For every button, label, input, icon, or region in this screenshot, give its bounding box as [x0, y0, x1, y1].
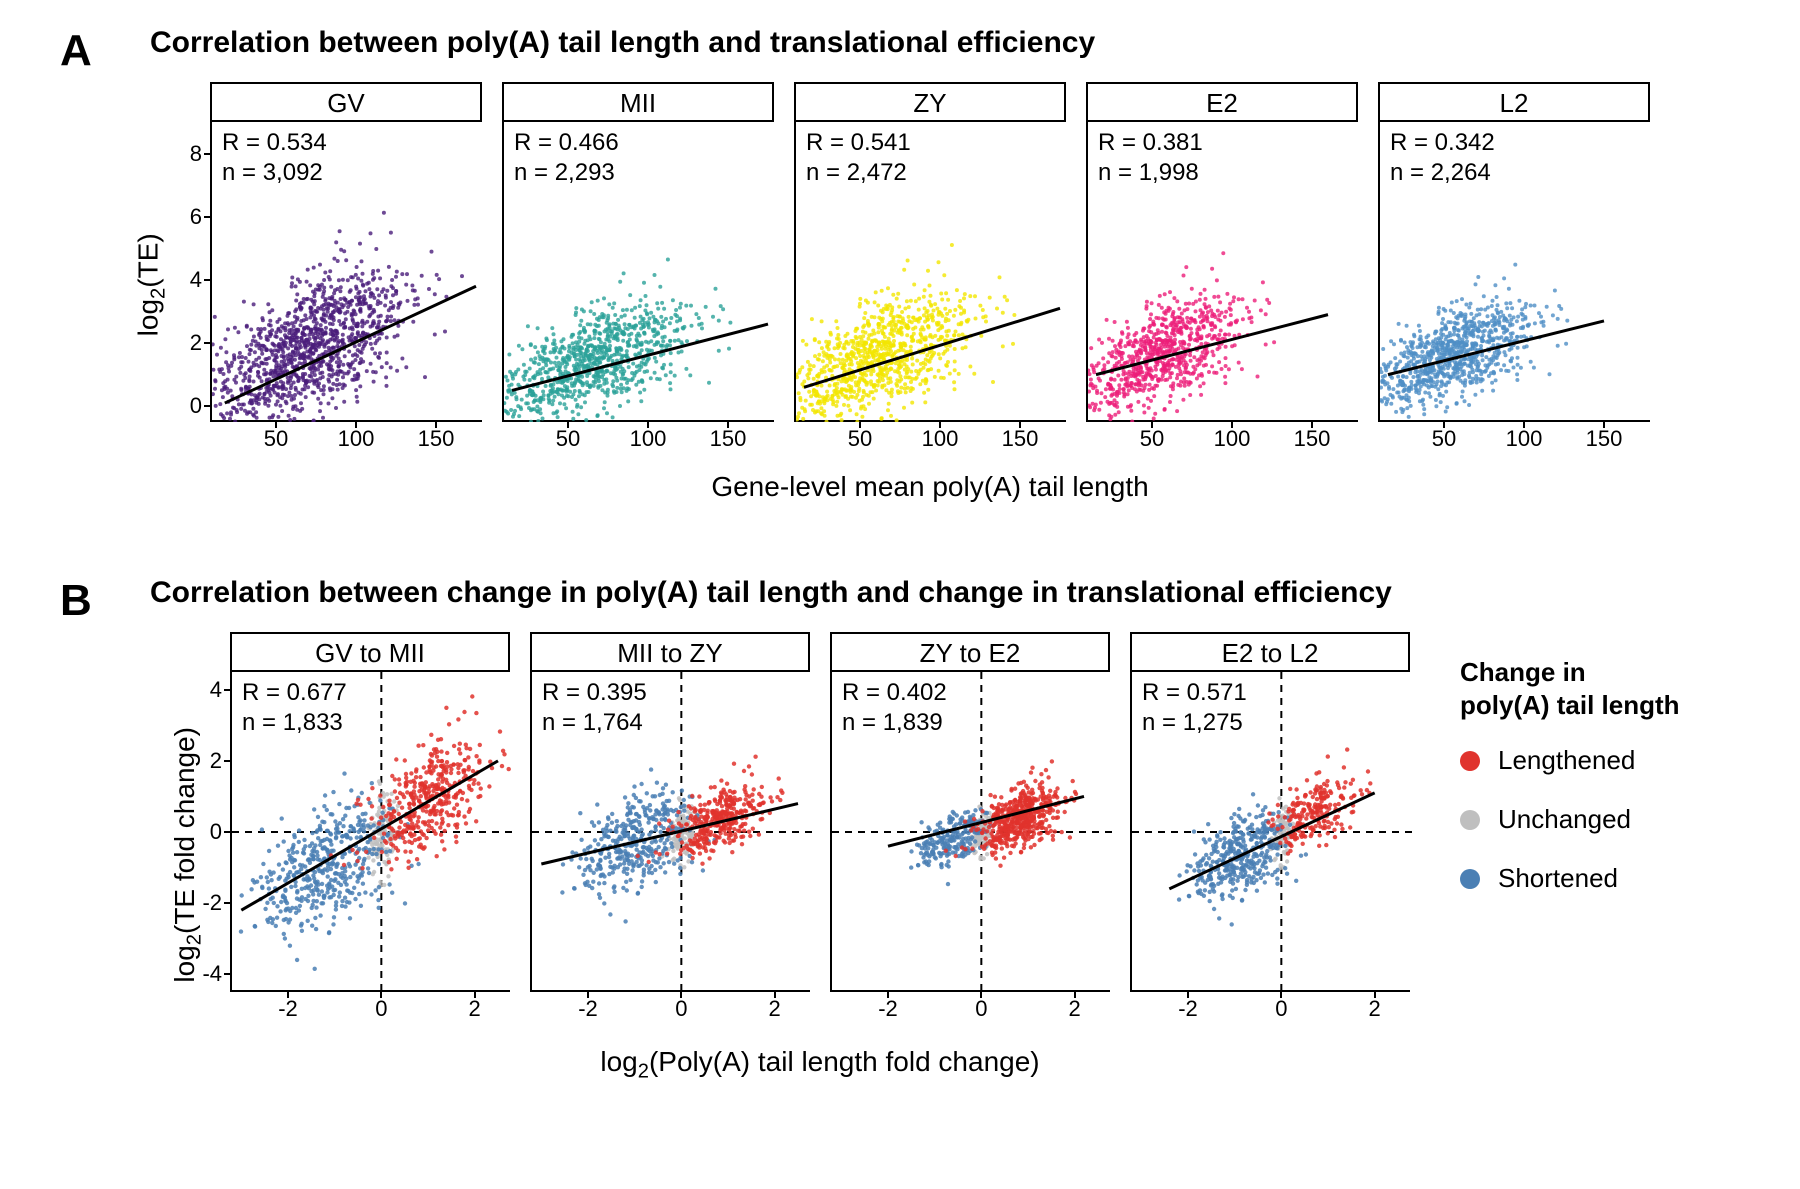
xtick-label: 50 — [264, 426, 288, 452]
xtick-label: 50 — [1140, 426, 1164, 452]
xtick-label: 150 — [710, 426, 747, 452]
legend-item: Lengthened — [1460, 745, 1680, 776]
xtick-label: 150 — [418, 426, 455, 452]
xtick-label: 0 — [675, 996, 687, 1022]
xtick-label: -2 — [278, 996, 298, 1022]
xtick-label: 0 — [375, 996, 387, 1022]
facet-header: L2 — [1378, 82, 1650, 122]
panel-a-facet: ZY50100150R = 0.541n = 2,472 — [794, 82, 1066, 422]
facet-plot: -202R = 0.395n = 1,764 — [530, 672, 810, 992]
facet-stats: R = 0.342n = 2,264 — [1390, 128, 1495, 188]
facet-stats: R = 0.395n = 1,764 — [542, 678, 647, 738]
ytick-label: 0 — [162, 393, 202, 419]
panel-b-facet: ZY to E2-202R = 0.402n = 1,839 — [830, 632, 1110, 992]
facet-header: MII — [502, 82, 774, 122]
panel-a-letter: A — [60, 26, 92, 76]
panel-a-title: Correlation between poly(A) tail length … — [150, 26, 1760, 60]
xtick-label: 2 — [1069, 996, 1081, 1022]
facet-stats: R = 0.466n = 2,293 — [514, 128, 619, 188]
facet-header: ZY to E2 — [830, 632, 1110, 672]
legend-item: Unchanged — [1460, 804, 1680, 835]
xtick-label: 100 — [922, 426, 959, 452]
xtick-label: 100 — [1214, 426, 1251, 452]
panel-a-facet: MII50100150R = 0.466n = 2,293 — [502, 82, 774, 422]
facet-header: GV — [210, 82, 482, 122]
xtick-label: 100 — [338, 426, 375, 452]
panel-b-letter: B — [60, 576, 92, 626]
facet-plot: -202R = 0.571n = 1,275 — [1130, 672, 1410, 992]
facet-stats: R = 0.541n = 2,472 — [806, 128, 911, 188]
ytick-label: 2 — [162, 330, 202, 356]
ytick-label: 6 — [162, 204, 202, 230]
ytick-label: 2 — [182, 748, 222, 774]
panel-a-facets-row: GV0246850100150R = 0.534n = 3,092MII5010… — [210, 82, 1650, 422]
panel-b-facet: GV to MII-4-2024-202R = 0.677n = 1,833 — [230, 632, 510, 992]
xtick-label: 2 — [469, 996, 481, 1022]
facet-stats: R = 0.402n = 1,839 — [842, 678, 947, 738]
panel-b-facets-row: GV to MII-4-2024-202R = 0.677n = 1,833MI… — [230, 632, 1410, 992]
xtick-label: 150 — [1002, 426, 1039, 452]
ytick-label: 4 — [182, 677, 222, 703]
panel-a-facet: E250100150R = 0.381n = 1,998 — [1086, 82, 1358, 422]
facet-header: E2 to L2 — [1130, 632, 1410, 672]
xtick-label: 50 — [848, 426, 872, 452]
ytick-label: -4 — [182, 961, 222, 987]
facet-stats: R = 0.381n = 1,998 — [1098, 128, 1203, 188]
facet-plot: 50100150R = 0.381n = 1,998 — [1086, 122, 1358, 422]
xtick-label: 0 — [1275, 996, 1287, 1022]
legend-label: Shortened — [1498, 863, 1618, 894]
panel-a: A Correlation between poly(A) tail lengt… — [40, 26, 1760, 546]
facet-stats: R = 0.534n = 3,092 — [222, 128, 327, 188]
legend-title: Change inpoly(A) tail length — [1460, 656, 1680, 721]
xtick-label: 50 — [556, 426, 580, 452]
ytick-label: 0 — [182, 819, 222, 845]
legend-swatch — [1460, 810, 1480, 830]
figure: A Correlation between poly(A) tail lengt… — [0, 0, 1800, 1189]
panel-b-facet: E2 to L2-202R = 0.571n = 1,275 — [1130, 632, 1410, 992]
facet-plot: -4-2024-202R = 0.677n = 1,833 — [230, 672, 510, 992]
facet-plot: -202R = 0.402n = 1,839 — [830, 672, 1110, 992]
facet-plot: 50100150R = 0.466n = 2,293 — [502, 122, 774, 422]
xtick-label: 100 — [630, 426, 667, 452]
facet-stats: R = 0.571n = 1,275 — [1142, 678, 1247, 738]
legend-swatch — [1460, 751, 1480, 771]
facet-plot: 50100150R = 0.342n = 2,264 — [1378, 122, 1650, 422]
legend-label: Lengthened — [1498, 745, 1635, 776]
panel-b-xlabel: log2(Poly(A) tail length fold change) — [600, 1046, 1039, 1084]
xtick-label: 150 — [1294, 426, 1331, 452]
facet-header: E2 — [1086, 82, 1358, 122]
panel-a-facet: L250100150R = 0.342n = 2,264 — [1378, 82, 1650, 422]
xtick-label: 2 — [1369, 996, 1381, 1022]
panel-a-facet: GV0246850100150R = 0.534n = 3,092 — [210, 82, 482, 422]
xtick-label: -2 — [578, 996, 598, 1022]
xtick-label: 150 — [1586, 426, 1623, 452]
panel-b-title: Correlation between change in poly(A) ta… — [150, 576, 1760, 610]
ytick-label: 4 — [162, 267, 202, 293]
facet-header: ZY — [794, 82, 1066, 122]
xtick-label: 100 — [1506, 426, 1543, 452]
facet-header: GV to MII — [230, 632, 510, 672]
ytick-label: -2 — [182, 890, 222, 916]
panel-b-legend: Change inpoly(A) tail length Lengthened Un… — [1460, 656, 1680, 922]
panel-b: B Correlation between change in poly(A) … — [40, 576, 1760, 1136]
panel-b-facet: MII to ZY-202R = 0.395n = 1,764 — [530, 632, 810, 992]
xtick-label: 50 — [1432, 426, 1456, 452]
facet-stats: R = 0.677n = 1,833 — [242, 678, 347, 738]
xtick-label: -2 — [878, 996, 898, 1022]
xtick-label: -2 — [1178, 996, 1198, 1022]
xtick-label: 0 — [975, 996, 987, 1022]
facet-header: MII to ZY — [530, 632, 810, 672]
facet-plot: 50100150R = 0.541n = 2,472 — [794, 122, 1066, 422]
ytick-label: 8 — [162, 141, 202, 167]
panel-a-xlabel: Gene-level mean poly(A) tail length — [711, 471, 1148, 503]
xtick-label: 2 — [769, 996, 781, 1022]
legend-item: Shortened — [1460, 863, 1680, 894]
legend-label: Unchanged — [1498, 804, 1631, 835]
facet-plot: 0246850100150R = 0.534n = 3,092 — [210, 122, 482, 422]
legend-swatch — [1460, 869, 1480, 889]
